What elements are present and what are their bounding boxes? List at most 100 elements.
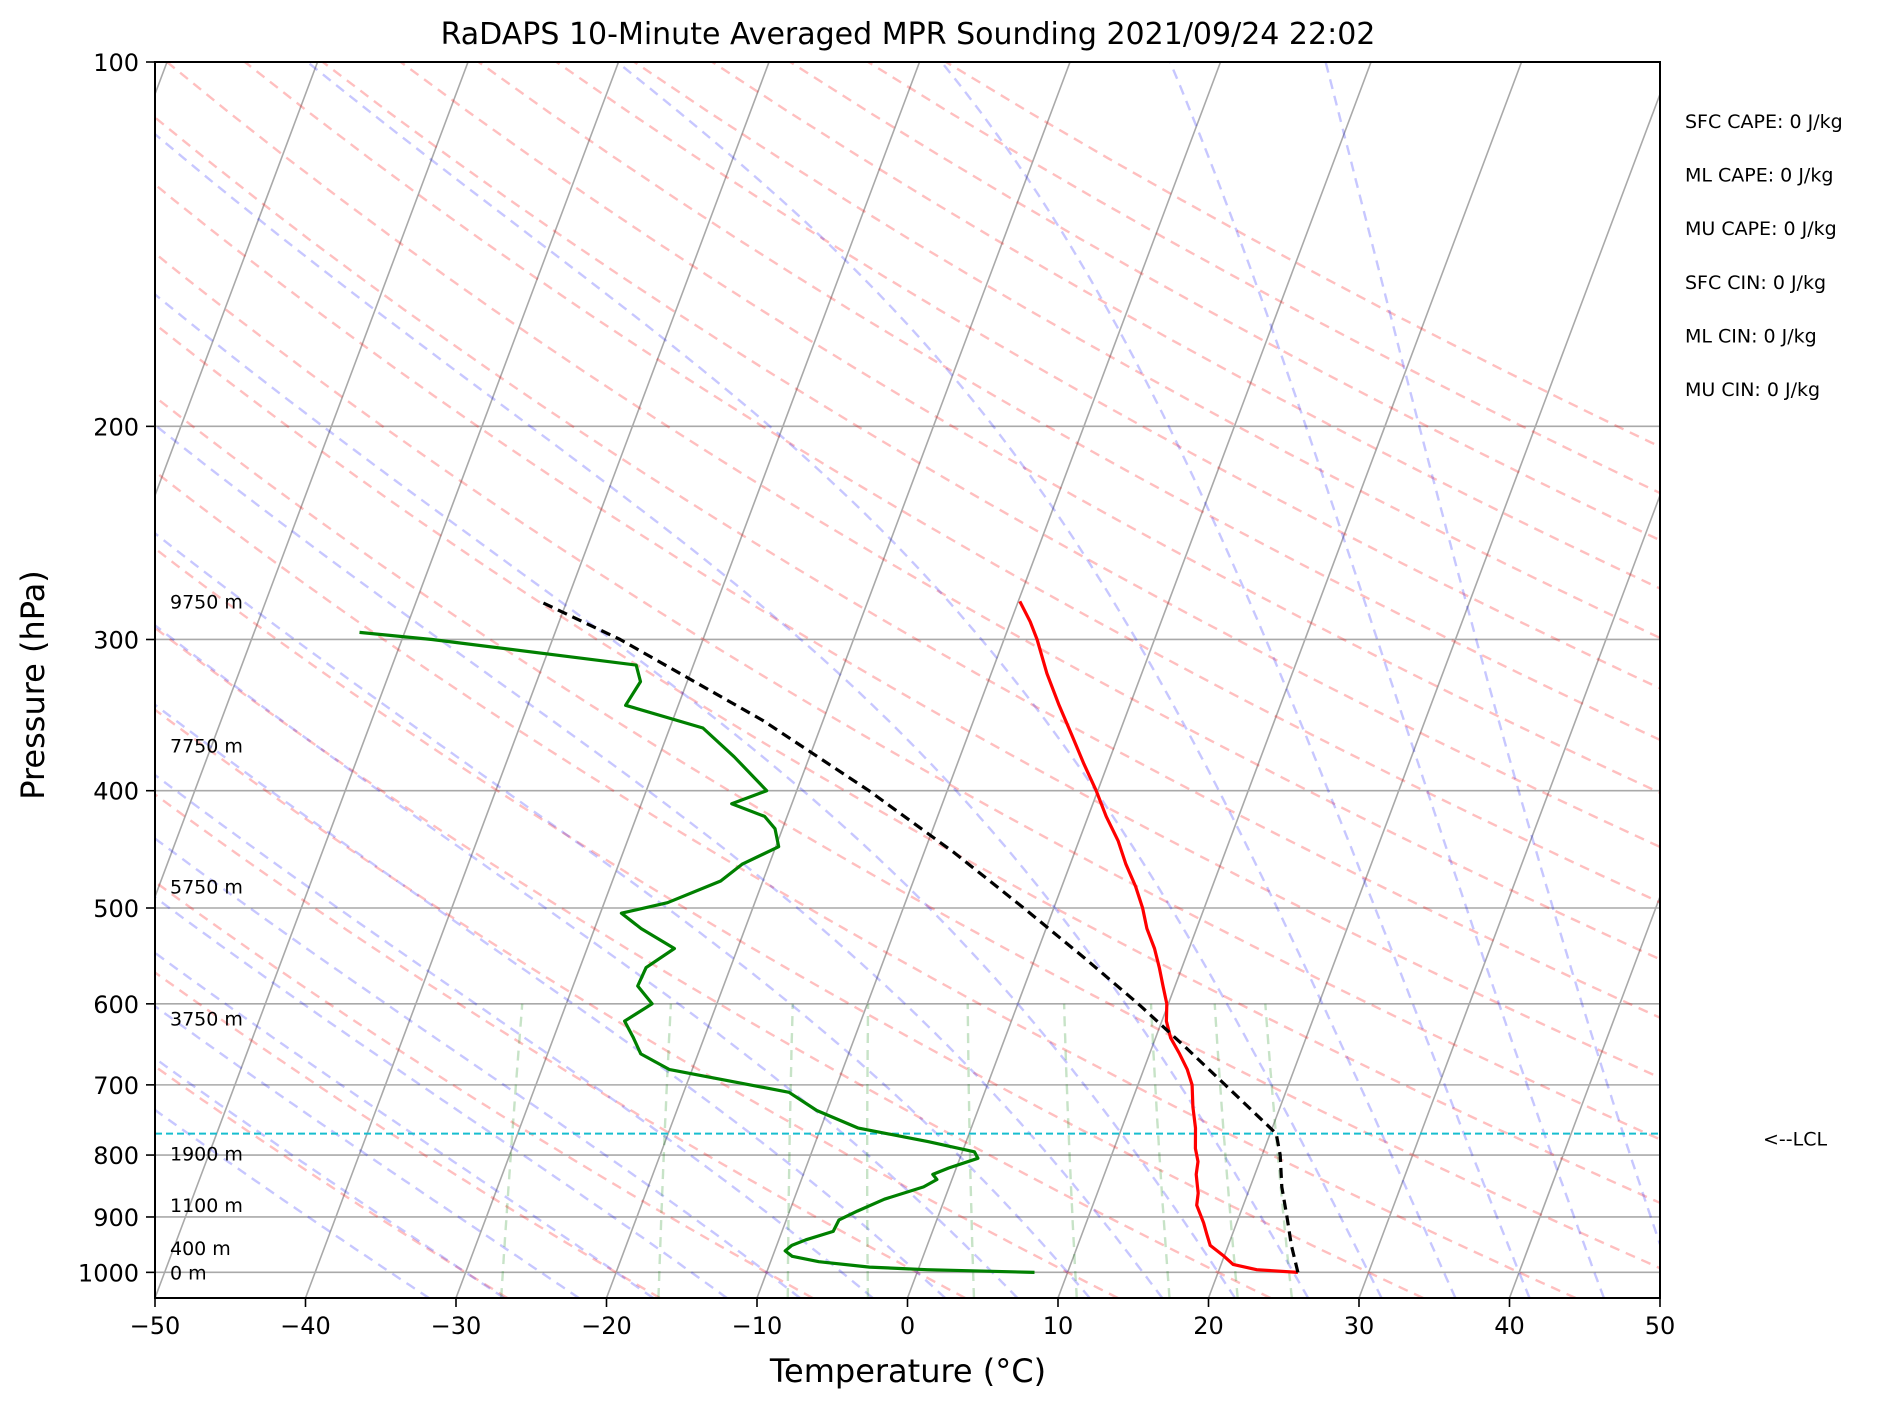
y-tick-label: 200 <box>93 413 139 441</box>
moist-adiabat <box>155 132 1310 1298</box>
dry-adiabat <box>155 880 814 1298</box>
isotherm-line <box>756 62 1222 1298</box>
x-tick-label: −20 <box>581 1312 632 1340</box>
dry-adiabat <box>155 251 1660 1141</box>
dry-adiabat <box>155 115 1660 1020</box>
height-label: 5750 m <box>170 877 243 899</box>
moist-adiabat <box>155 1108 430 1298</box>
dry-adiabat <box>155 971 661 1298</box>
dry-adiabat <box>633 62 1660 640</box>
index-label: MU CAPE: 0 J/kg <box>1685 218 1837 240</box>
moist-adiabat <box>155 773 874 1298</box>
moist-adiabat <box>155 623 1019 1298</box>
dry-adiabat <box>945 62 1660 449</box>
x-tick-label: 0 <box>900 1312 915 1340</box>
index-label: ML CAPE: 0 J/kg <box>1685 165 1833 187</box>
dry-adiabat <box>155 626 1272 1298</box>
moist-adiabat <box>155 423 1164 1298</box>
isotherm-line <box>1358 493 1660 1298</box>
y-tick-label: 700 <box>93 1072 139 1100</box>
index-label: SFC CAPE: 0 J/kg <box>1685 111 1843 133</box>
isotherm-line <box>155 62 620 1298</box>
dry-adiabat <box>155 470 1577 1298</box>
height-label: 1100 m <box>170 1195 243 1217</box>
x-tick-label: −30 <box>431 1312 482 1340</box>
dry-adiabat <box>789 62 1660 542</box>
x-tick-label: −40 <box>280 1312 331 1340</box>
y-tick-label: 400 <box>93 778 139 806</box>
moist-adiabat <box>306 62 1383 1298</box>
axes: −50 −40 −30 −20 −10 0 10 20 30 40 50 100 200 300 400 50… <box>78 49 1675 1340</box>
moist-adiabat <box>155 1056 505 1298</box>
moist-adiabat <box>155 895 728 1298</box>
y-tick-label: 500 <box>93 895 139 923</box>
dry-adiabat <box>155 322 1660 1205</box>
dry-adiabat <box>155 547 1424 1298</box>
lcl-label: <--LCL <box>1763 1129 1827 1151</box>
moist-adiabat <box>940 62 1531 1298</box>
dry-adiabat <box>867 62 1660 495</box>
dry-adiabat <box>155 182 1660 1080</box>
x-tick-label: 40 <box>1494 1312 1525 1340</box>
height-label: 1900 m <box>170 1144 243 1166</box>
index-label: SFC CIN: 0 J/kg <box>1685 272 1826 294</box>
moist-adiabat <box>616 62 1457 1298</box>
mixing-ratio-line <box>1062 1003 1078 1298</box>
isotherm-line <box>1659 1295 1660 1298</box>
y-tick-label: 300 <box>93 626 139 654</box>
mixing-ratio-line <box>786 1003 794 1298</box>
moist-adiabat <box>1324 62 1660 1249</box>
y-axis-label: Pressure (hPa) <box>14 570 52 800</box>
mixing-ratio-line <box>1213 1003 1239 1298</box>
dry-adiabat <box>555 62 1660 690</box>
moist-adiabat <box>155 1004 580 1298</box>
x-tick-label: −10 <box>732 1312 783 1340</box>
x-tick-label: 10 <box>1043 1312 1074 1340</box>
height-label: 0 m <box>170 1262 207 1284</box>
chart-title: RaDAPS 10-Minute Averaged MPR Sounding 2… <box>441 17 1376 52</box>
x-tick-label: −50 <box>130 1312 181 1340</box>
parcel-profile <box>539 599 1300 1273</box>
x-tick-label: 30 <box>1344 1312 1375 1340</box>
y-tick-label: 600 <box>93 991 139 1019</box>
dry-adiabat <box>399 62 1660 795</box>
x-tick-label: 20 <box>1193 1312 1224 1340</box>
background-lines <box>155 62 1882 1298</box>
dry-adiabat <box>155 1064 509 1298</box>
isotherm-line <box>155 62 469 899</box>
isotherm-line <box>1207 91 1660 1298</box>
mixing-ratio-line <box>1149 1003 1171 1298</box>
isotherm-line <box>155 62 319 498</box>
moist-adiabat <box>155 951 654 1298</box>
dry-adiabat <box>155 708 1119 1298</box>
height-label: 7750 m <box>170 735 243 757</box>
y-tick-label: 1000 <box>78 1259 139 1287</box>
y-tick-label: 900 <box>93 1204 139 1232</box>
y-tick-label: 100 <box>93 49 139 77</box>
dry-adiabat <box>322 62 1660 849</box>
dry-adiabat <box>155 395 1660 1270</box>
mixing-ratio-line <box>1264 1003 1294 1298</box>
x-axis-label: Temperature (°C) <box>769 1352 1046 1390</box>
dry-adiabat <box>166 62 1660 961</box>
index-label: ML CIN: 0 J/kg <box>1685 325 1817 347</box>
annotations: <--LCL 9750 m 7750 m 5750 m 3750 m 1900 m 1100… <box>170 111 1843 1284</box>
mixing-ratio-line <box>866 1003 870 1298</box>
moist-adiabat <box>155 292 1237 1298</box>
moist-adiabat <box>1168 62 1606 1298</box>
height-label: 400 m <box>170 1238 231 1260</box>
isotherm-line <box>1811 62 1882 1298</box>
index-label: MU CIN: 0 J/kg <box>1685 379 1820 401</box>
isotherm-line <box>605 62 1071 1298</box>
mixing-ratio-line <box>657 1003 673 1298</box>
height-label: 9750 m <box>170 591 243 613</box>
isotherm-line <box>906 62 1372 1298</box>
sounding-profiles <box>155 599 1660 1274</box>
isotherm-line <box>455 62 921 1298</box>
y-tick-label: 800 <box>93 1142 139 1170</box>
dewpoint-profile <box>359 630 1035 1274</box>
moist-adiabat <box>155 837 801 1298</box>
mixing-ratio-line <box>966 1003 976 1298</box>
x-tick-label: 50 <box>1645 1312 1676 1340</box>
mixing-ratio-line <box>500 1003 524 1298</box>
